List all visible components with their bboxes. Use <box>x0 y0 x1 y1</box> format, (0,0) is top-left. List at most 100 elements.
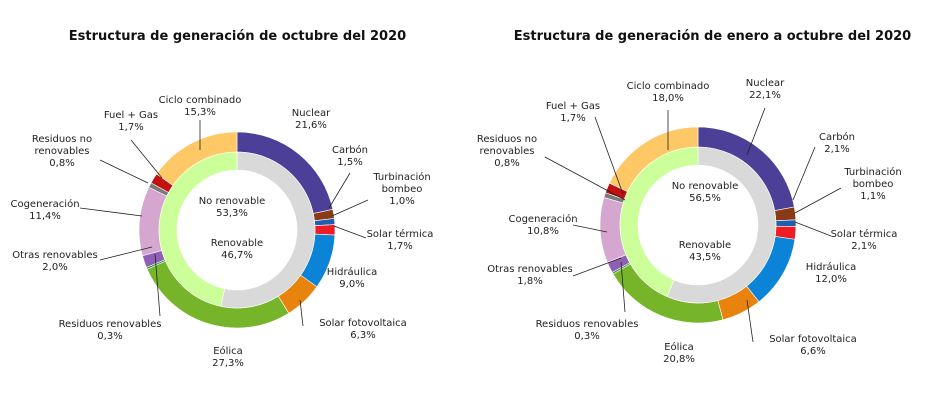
slice-label-value: 18,0% <box>652 93 684 104</box>
inner-label-no-renovable: No renovable 53,3% <box>199 196 266 219</box>
slice-inner-renovable <box>619 146 699 297</box>
inner-label-value: 53,3% <box>216 208 248 219</box>
slice-label-value: 10,8% <box>527 226 559 237</box>
slice-label-value: 12,0% <box>815 274 847 285</box>
leader-line-residuos-no-renovables <box>99 159 149 184</box>
leader-line-solar-termica <box>794 221 832 237</box>
slice-label-residuos-no-renovables: Residuos no renovables 0,8% <box>32 134 92 169</box>
leader-line-cogeneracion <box>572 224 608 233</box>
leader-line-residuos-no-renovables <box>544 156 626 201</box>
chart-jan-oct-2020: Estructura de generación de enero a octu… <box>475 0 950 400</box>
donut-chart: No renovable 56,5% Renovable 43,5% Nuclear 22… <box>477 78 902 365</box>
slice-label-value: 9,0% <box>339 279 364 290</box>
slice-label-otras-renovables: Otras renovables 1,8% <box>487 264 572 287</box>
slice-label-name: Fuel + Gas <box>104 110 158 121</box>
slice-label-name-line1: Turbinación <box>372 171 430 183</box>
slice-label-name-line2: bombeo <box>382 184 423 195</box>
slice-label-value: 2,1% <box>851 241 876 252</box>
slice-label-value: 27,3% <box>212 358 244 369</box>
slice-label-nuclear: Nuclear 22,1% <box>746 78 785 101</box>
leader-line-carbon <box>792 146 816 201</box>
slice-label-carbon: Carbón 1,5% <box>332 144 368 168</box>
slice-label-name-line2: bombeo <box>853 179 894 190</box>
inner-label-renovable: Renovable 43,5% <box>679 240 731 263</box>
slice-label-name: Solar térmica <box>831 228 898 240</box>
donut-chart: No renovable 53,3% Renovable 46,7% Nuclear 21… <box>10 95 434 369</box>
slice-label-turbinacion-bombeo: Turbinación bombeo 1,1% <box>843 166 901 202</box>
slice-label-value: 0,3% <box>574 331 599 342</box>
slice-label-eolica: Eólica 20,8% <box>663 341 695 365</box>
slice-label-name: Otras renovables <box>487 264 572 275</box>
leader-line-carbon <box>328 172 351 209</box>
slice-label-name: Eólica <box>213 345 243 357</box>
slice-label-value: 1,5% <box>337 157 362 168</box>
leader-line-otras-renovables <box>572 257 622 277</box>
slice-label-name-line1: Residuos no <box>32 134 92 145</box>
slice-label-solar-termica: Solar térmica 2,1% <box>831 228 898 252</box>
slice-label-value: 2,1% <box>824 144 849 155</box>
slice-inner-no-renovable <box>666 146 777 304</box>
slice-label-name: Hidráulica <box>327 266 377 278</box>
slice-label-solar-termica: Solar térmica 1,7% <box>367 228 434 252</box>
slice-label-name: Fuel + Gas <box>546 101 600 112</box>
slice-label-name: Carbón <box>819 131 855 143</box>
leader-line-solar-fotovoltaica <box>299 299 304 327</box>
slice-label-name: Eólica <box>664 341 694 353</box>
slice-label-name: Nuclear <box>746 78 785 89</box>
leader-line-fuel-gas <box>130 139 163 179</box>
leader-line-solar-termica <box>333 225 367 239</box>
slice-label-fuel-gas: Fuel + Gas 1,7% <box>546 101 600 124</box>
slice-label-name: Solar térmica <box>367 228 434 240</box>
leader-line-residuos-renovables <box>620 261 626 313</box>
slice-label-hidraulica: Hidráulica 12,0% <box>806 261 856 285</box>
slice-label-solar-fotovoltaica: Solar fotovoltaica 6,3% <box>319 318 407 341</box>
slice-label-value: 22,1% <box>749 90 781 101</box>
slice-label-name: Ciclo combinado <box>159 95 242 106</box>
inner-label-renovable: Renovable 46,7% <box>211 238 263 261</box>
chart-october-2020: Estructura de generación de octubre del … <box>10 29 434 369</box>
slice-label-name-line1: Turbinación <box>843 166 901 178</box>
inner-label-name: Renovable <box>211 238 263 249</box>
slice-label-value: 0,3% <box>97 331 122 342</box>
slice-label-name-line1: Residuos no <box>477 134 537 145</box>
slice-label-value: 0,8% <box>49 158 74 169</box>
slice-label-value: 6,6% <box>800 346 825 357</box>
slice-label-value: 1,0% <box>389 196 414 207</box>
slice-label-value: 1,7% <box>387 241 412 252</box>
inner-label-name: Renovable <box>679 240 731 251</box>
slice-label-cogeneracion: Cogeneración 11,4% <box>10 198 79 222</box>
slice-label-hidraulica: Hidráulica 9,0% <box>327 266 377 290</box>
slice-label-name: Hidráulica <box>806 261 856 273</box>
slice-inner-renovable <box>158 151 238 307</box>
leader-line-nuclear <box>746 107 766 156</box>
slice-label-residuos-no-renovables: Residuos no renovables 0,8% <box>477 134 537 169</box>
slice-label-name: Solar fotovoltaica <box>319 318 407 329</box>
slice-outer-solar-termica <box>314 224 336 236</box>
slice-label-name-line2: renovables <box>479 146 534 157</box>
slice-label-name: Solar fotovoltaica <box>769 334 857 345</box>
slice-label-turbinacion-bombeo: Turbinación bombeo 1,0% <box>372 171 430 207</box>
slice-label-residuos-renovables: Residuos renovables 0,3% <box>536 319 639 342</box>
inner-label-value: 43,5% <box>689 252 721 263</box>
slice-label-name: Cogeneración <box>508 213 577 225</box>
slice-label-residuos-renovables: Residuos renovables 0,3% <box>59 319 162 342</box>
slice-label-nuclear: Nuclear 21,6% <box>292 108 331 131</box>
chart-title: Estructura de generación de enero a octu… <box>513 29 912 44</box>
slice-label-name: Residuos renovables <box>536 319 639 330</box>
inner-label-value: 56,5% <box>689 193 721 204</box>
leader-line-otras-renovables <box>99 246 153 261</box>
leader-line-turbinacion-bombeo <box>794 187 842 214</box>
leader-line-solar-fotovoltaica <box>746 299 754 343</box>
slice-label-cogeneracion: Cogeneración 10,8% <box>508 213 577 237</box>
slice-label-value: 1,1% <box>860 191 885 202</box>
slice-label-ciclo-combinado: Ciclo combinado 18,0% <box>627 81 710 104</box>
slice-label-name: Nuclear <box>292 108 331 119</box>
slice-label-ciclo-combinado: Ciclo combinado 15,3% <box>159 95 242 118</box>
slice-label-carbon: Carbón 2,1% <box>819 131 855 155</box>
leader-line-fuel-gas <box>594 116 624 195</box>
leader-line-cogeneracion <box>79 207 143 217</box>
slice-label-solar-fotovoltaica: Solar fotovoltaica 6,6% <box>769 334 857 357</box>
inner-label-no-renovable: No renovable 56,5% <box>672 181 739 204</box>
slice-label-otras-renovables: Otras renovables 2,0% <box>12 250 97 273</box>
slice-label-value: 2,0% <box>42 262 67 273</box>
